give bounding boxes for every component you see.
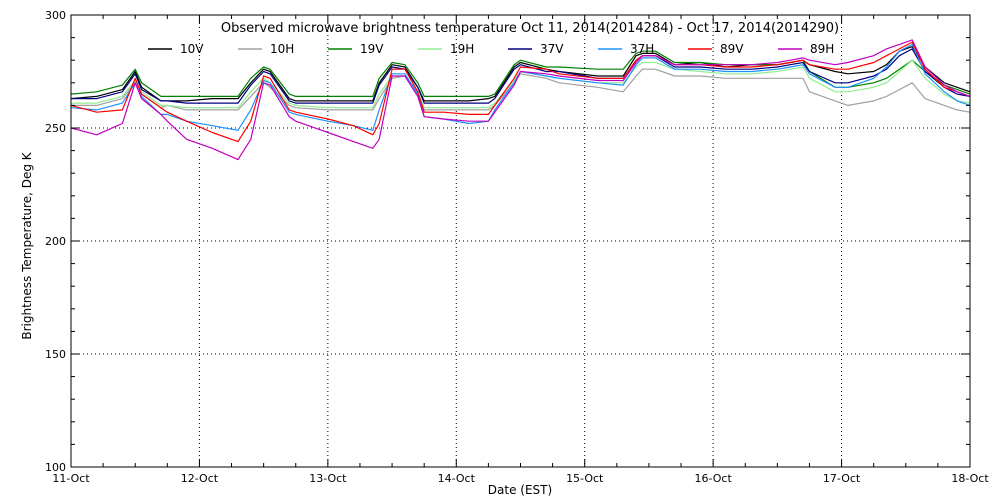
y-tick-label: 250 xyxy=(45,122,66,135)
series-line-89h xyxy=(70,39,971,161)
series-line-37v xyxy=(71,48,971,104)
x-tick-label: 14-Oct xyxy=(438,472,476,485)
series-line-37h xyxy=(70,43,971,131)
legend-label-19v: 19V xyxy=(360,42,384,56)
legend-label-10v: 10V xyxy=(180,42,204,56)
x-tick-label: 16-Oct xyxy=(694,472,732,485)
x-tick-label: 13-Oct xyxy=(309,472,347,485)
legend: 10V 10H 19V 19H 37V 37H 89V 89H xyxy=(148,42,834,56)
legend-label-19h: 19H xyxy=(450,42,474,56)
legend-label-89v: 89V xyxy=(720,42,744,56)
x-tick-label: 17-Oct xyxy=(823,472,861,485)
y-tick-label: 150 xyxy=(45,348,66,361)
x-tick-label: 15-Oct xyxy=(566,472,604,485)
y-tick-label: 100 xyxy=(45,461,66,474)
x-tick-label: 18-Oct xyxy=(951,472,989,485)
x-axis-title: Date (EST) xyxy=(488,483,552,497)
y-tick-label: 200 xyxy=(45,235,66,248)
series-lines xyxy=(70,39,971,161)
legend-label-10h: 10H xyxy=(270,42,294,56)
y-axis-title: Brightness Temperature, Deg K xyxy=(20,151,34,339)
x-tick-label: 12-Oct xyxy=(181,472,219,485)
grid xyxy=(71,15,970,467)
legend-label-89h: 89H xyxy=(810,42,834,56)
legend-label-37v: 37V xyxy=(540,42,564,56)
series-line-10v xyxy=(70,45,971,102)
legend-label-37h: 37H xyxy=(630,42,654,56)
series-line-10h xyxy=(71,68,971,113)
y-tick-label: 300 xyxy=(45,9,66,22)
axis-ticks: 11-Oct 12-Oct 13-Oct 14-Oct 15-Oct 16-Oct 17-O… xyxy=(45,9,989,485)
series-line-89v xyxy=(70,41,971,143)
chart-title: Observed microwave brightness temperatur… xyxy=(221,21,839,36)
x-tick-label: 11-Oct xyxy=(52,472,90,485)
